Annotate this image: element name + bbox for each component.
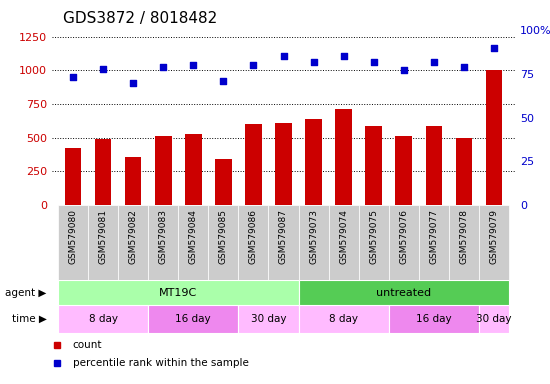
Text: count: count (73, 340, 102, 350)
Point (98, 65, 107, 71)
Bar (299, 205, 328, 280)
Bar (58, 280, 299, 305)
Point (69, 74, 78, 80)
Bar (245, 124, 262, 205)
Text: GSM579081: GSM579081 (98, 209, 108, 264)
Bar (305, 119, 322, 205)
Text: time ▶: time ▶ (12, 314, 47, 324)
Text: GSM579077: GSM579077 (430, 209, 438, 264)
Text: percentile rank within the sample: percentile rank within the sample (73, 358, 249, 368)
Point (399, 67, 408, 73)
Bar (299, 305, 389, 333)
Text: 16 day: 16 day (175, 314, 211, 324)
Bar (148, 205, 178, 280)
Point (129, 79, 138, 86)
Bar (185, 134, 201, 205)
Text: GSM579073: GSM579073 (309, 209, 318, 264)
Text: GSM579087: GSM579087 (279, 209, 288, 264)
Text: 16 day: 16 day (416, 314, 452, 324)
Bar (268, 205, 299, 280)
Point (159, 64, 168, 70)
Bar (395, 136, 412, 205)
Point (189, 62, 197, 68)
Text: GSM579079: GSM579079 (490, 209, 498, 264)
Point (249, 62, 258, 68)
Bar (148, 305, 238, 333)
Point (309, 58, 318, 65)
Text: GSM579083: GSM579083 (159, 209, 168, 264)
Text: 8 day: 8 day (89, 314, 118, 324)
Text: GSM579075: GSM579075 (369, 209, 378, 264)
Bar (479, 305, 509, 333)
Point (430, 58, 438, 65)
Bar (118, 205, 148, 280)
Bar (389, 205, 419, 280)
Bar (419, 205, 449, 280)
Bar (125, 157, 141, 205)
Bar (88, 205, 118, 280)
Bar (328, 205, 359, 280)
Bar (365, 126, 382, 205)
Bar (58, 305, 148, 333)
Text: agent ▶: agent ▶ (5, 288, 47, 298)
Text: untreated: untreated (376, 288, 431, 298)
Text: GSM579084: GSM579084 (189, 209, 198, 264)
Text: GSM579085: GSM579085 (219, 209, 228, 264)
Text: 30 day: 30 day (251, 314, 286, 324)
Bar (275, 123, 292, 205)
Bar (215, 159, 232, 205)
Text: MT19C: MT19C (159, 288, 197, 298)
Bar (155, 136, 172, 205)
Bar (299, 280, 509, 305)
Bar (359, 205, 389, 280)
Bar (479, 205, 509, 280)
Text: GSM579086: GSM579086 (249, 209, 258, 264)
Bar (389, 305, 479, 333)
Text: GDS3872 / 8018482: GDS3872 / 8018482 (63, 11, 217, 26)
Bar (238, 205, 268, 280)
Point (279, 53, 288, 59)
Bar (486, 70, 502, 205)
Text: 30 day: 30 day (476, 314, 512, 324)
Bar (426, 126, 442, 205)
Text: GSM579074: GSM579074 (339, 209, 348, 264)
Bar (178, 205, 208, 280)
Text: GSM579080: GSM579080 (69, 209, 78, 264)
Point (369, 58, 378, 65)
Bar (208, 205, 238, 280)
Point (459, 64, 468, 70)
Bar (455, 138, 472, 205)
Text: GSM579078: GSM579078 (459, 209, 469, 264)
Text: GSM579082: GSM579082 (129, 209, 138, 264)
Bar (336, 109, 352, 205)
Text: 8 day: 8 day (329, 314, 358, 324)
Bar (65, 149, 81, 205)
Bar (95, 139, 112, 205)
Point (490, 45, 498, 51)
Bar (58, 205, 88, 280)
Point (339, 53, 348, 59)
Point (219, 78, 228, 84)
Bar (238, 305, 299, 333)
Bar (449, 205, 479, 280)
Text: GSM579076: GSM579076 (399, 209, 408, 264)
